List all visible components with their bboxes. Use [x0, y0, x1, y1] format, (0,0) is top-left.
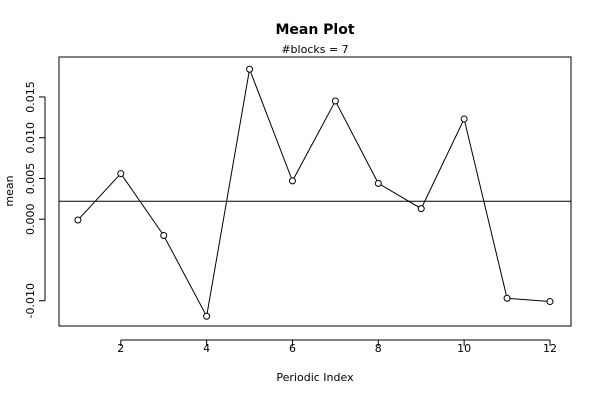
x-tick-label: 6 — [289, 342, 296, 355]
chart-subtitle: #blocks = 7 — [281, 43, 348, 56]
data-point — [74, 216, 82, 224]
x-tick-label: 10 — [457, 342, 471, 355]
data-point — [246, 65, 254, 73]
data-point — [374, 179, 382, 187]
data-point — [160, 232, 168, 240]
y-tick-label: 0.000 — [24, 203, 37, 235]
x-tick-label: 4 — [203, 342, 210, 355]
data-point — [460, 115, 468, 123]
x-axis-label: Periodic Index — [276, 371, 354, 384]
y-tick-label: 0.005 — [24, 163, 37, 195]
data-point — [417, 205, 425, 213]
y-tick-label: 0.015 — [24, 81, 37, 113]
data-point — [117, 170, 125, 178]
y-axis-label: mean — [3, 175, 16, 206]
data-point — [203, 312, 211, 320]
data-line — [77, 67, 551, 318]
data-point — [503, 294, 511, 302]
data-point — [331, 97, 339, 105]
chart-title: Mean Plot — [275, 22, 354, 38]
x-tick-label: 2 — [117, 342, 124, 355]
data-point — [288, 177, 296, 185]
x-tick-label: 12 — [543, 342, 557, 355]
plot-frame — [58, 56, 572, 327]
y-tick-label: 0.010 — [24, 122, 37, 154]
y-tick-label: -0.010 — [24, 283, 37, 318]
data-point — [546, 298, 554, 306]
x-tick-label: 8 — [375, 342, 382, 355]
